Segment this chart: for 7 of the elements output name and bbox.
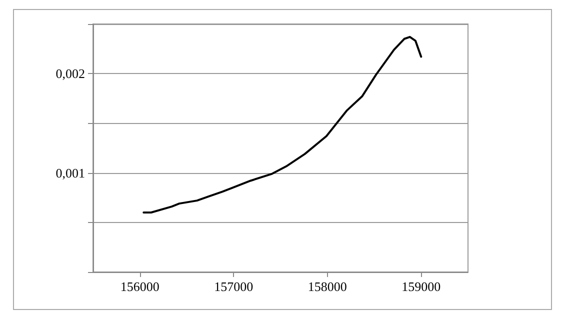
y-tick-label: 0,001 [56,165,85,180]
x-tick-label: 157000 [214,279,254,294]
x-tick-label: 158000 [308,279,347,294]
x-tick-label: 156000 [120,279,160,294]
x-tick-label: 159000 [402,279,441,294]
y-tick-label: 0,002 [56,66,85,82]
line-series [142,36,422,214]
